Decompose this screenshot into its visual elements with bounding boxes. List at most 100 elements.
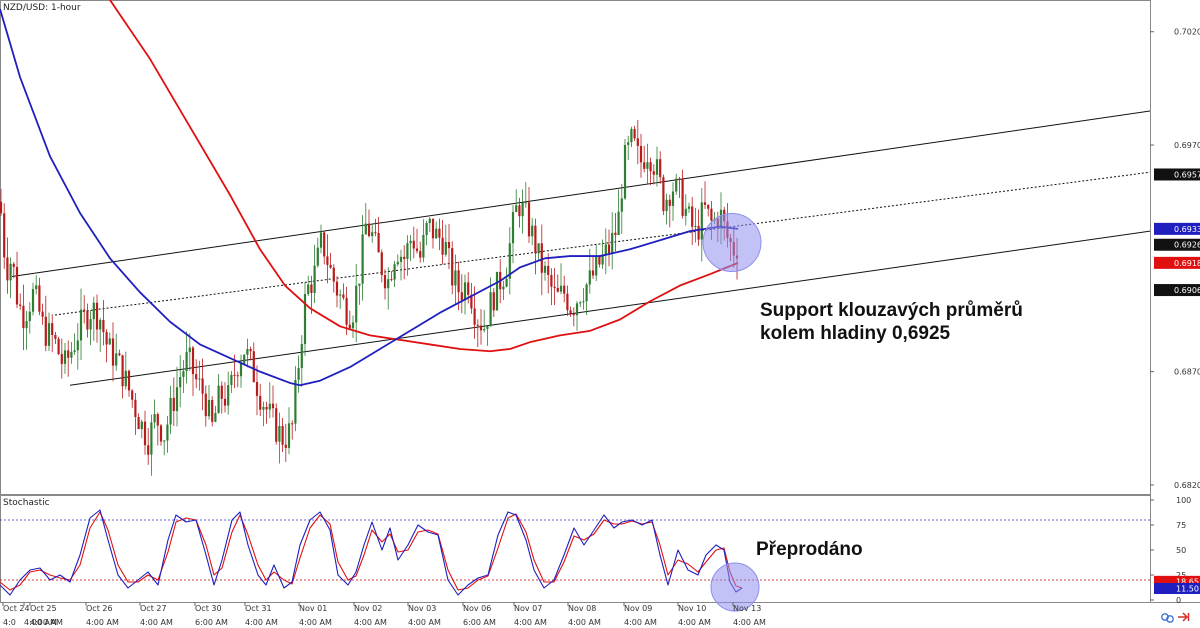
candle-body xyxy=(198,378,201,380)
candle-body xyxy=(473,308,476,325)
candle-body xyxy=(316,247,319,266)
candle-body xyxy=(553,286,556,289)
date-label: Oct 31 xyxy=(245,604,272,613)
candle-body xyxy=(188,347,191,353)
channel-line-solid xyxy=(11,110,1150,277)
candle-body xyxy=(239,363,243,377)
candle-body xyxy=(380,252,383,276)
candle-body xyxy=(467,282,470,295)
candle-body xyxy=(457,270,460,293)
price-axis[interactable]: 0.7020 0.6970 0.6870 0.6820 xyxy=(1150,28,1200,490)
candle-body xyxy=(86,310,89,330)
stoch-tick-label: 0 xyxy=(1176,596,1181,605)
candle-body xyxy=(105,332,108,345)
candle-body xyxy=(83,309,86,311)
candle-body xyxy=(614,232,617,235)
candle-body xyxy=(409,240,412,244)
candle-body xyxy=(691,206,694,227)
candle-body xyxy=(422,234,425,258)
candle-body xyxy=(243,354,246,364)
candle-body xyxy=(351,322,355,329)
candle-body xyxy=(399,256,403,262)
candle-body xyxy=(124,370,127,387)
candle-body xyxy=(275,408,278,442)
time-label: 4:00 AM xyxy=(514,618,547,627)
candle-body xyxy=(563,285,566,294)
stoch-tick-label: 50 xyxy=(1176,546,1186,555)
price-tag-label: 0.6906 xyxy=(1174,286,1200,295)
highlight-circle-price xyxy=(702,212,762,272)
ma-slow-line xyxy=(109,0,739,353)
candle-body xyxy=(307,284,310,295)
candle-body xyxy=(527,202,531,237)
candle-body xyxy=(655,159,659,175)
time-label: 4:00 AM xyxy=(568,618,601,627)
moving-averages xyxy=(0,0,739,387)
candle-body xyxy=(227,385,230,406)
candle-body xyxy=(60,353,63,364)
candle-body xyxy=(214,412,217,422)
date-label: Nov 09 xyxy=(624,604,652,613)
candle-body xyxy=(323,232,326,257)
candle-body xyxy=(419,251,422,258)
candle-body xyxy=(111,338,115,366)
candle-body xyxy=(652,171,655,175)
time-axis[interactable]: Oct 24 4:0 4:00 AM Oct 25 4:00 AM Oct 26 4:00 … xyxy=(2,602,766,627)
candle-body xyxy=(665,199,668,212)
stochastic-pane[interactable] xyxy=(0,495,1151,603)
candle-body xyxy=(463,282,467,301)
candle-body xyxy=(668,199,671,206)
price-tick-label: 0.6970 xyxy=(1174,141,1200,150)
candle-body xyxy=(515,205,518,212)
candle-body xyxy=(0,201,3,214)
candle-body xyxy=(556,288,559,292)
candle-body xyxy=(441,237,444,255)
candle-body xyxy=(233,374,236,376)
candle-body xyxy=(454,270,457,286)
candle-body xyxy=(259,395,262,410)
candle-body xyxy=(319,232,323,248)
candle-body xyxy=(495,271,499,311)
stoch-tag-label: 18.65 xyxy=(1176,577,1199,586)
candle-body xyxy=(182,371,185,378)
candle-body xyxy=(300,343,303,369)
candle-body xyxy=(361,234,364,284)
price-tick-label: 0.7020 xyxy=(1174,28,1200,37)
date-label: Oct 24 xyxy=(3,604,30,613)
time-label: 6:00 AM xyxy=(195,618,228,627)
candle-body xyxy=(585,284,588,302)
annotation-oversold: Přeprodáno xyxy=(756,539,863,560)
candle-body xyxy=(175,387,179,412)
candle-body xyxy=(393,264,396,280)
arrow-right-icon[interactable] xyxy=(1178,612,1190,622)
link-icon[interactable] xyxy=(1161,613,1174,623)
candles xyxy=(0,120,739,476)
candle-body xyxy=(710,208,713,221)
candle-body xyxy=(201,378,204,394)
candle-body xyxy=(79,309,83,341)
candle-body xyxy=(543,265,547,273)
date-label: Oct 26 xyxy=(86,604,113,613)
candle-body xyxy=(207,399,211,417)
candle-body xyxy=(15,266,19,305)
candle-body xyxy=(678,178,681,180)
candle-body xyxy=(335,281,339,296)
candle-body xyxy=(489,292,492,327)
candle-body xyxy=(630,128,633,143)
candle-body xyxy=(271,403,275,409)
stoch-k-line xyxy=(0,509,743,596)
candle-body xyxy=(326,256,329,265)
candle-body xyxy=(159,425,163,442)
date-label: Nov 02 xyxy=(354,604,382,613)
candle-body xyxy=(35,285,38,290)
time-label: 4:00 AM xyxy=(245,618,278,627)
candle-body xyxy=(95,302,99,330)
candle-body xyxy=(6,257,9,281)
candle-body xyxy=(547,265,550,275)
time-label: 4:00 AM xyxy=(624,618,657,627)
stoch-tag-label: 11.50 xyxy=(1176,585,1199,594)
candle-body xyxy=(115,353,118,366)
candle-body xyxy=(156,414,159,426)
time-label: 4:00 AM xyxy=(299,618,332,627)
